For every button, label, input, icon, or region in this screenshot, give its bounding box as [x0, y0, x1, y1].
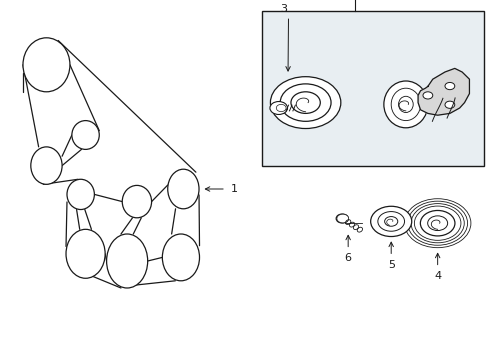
Text: 3: 3: [280, 4, 286, 14]
Circle shape: [280, 84, 330, 121]
Ellipse shape: [72, 121, 99, 149]
Circle shape: [270, 77, 340, 129]
Ellipse shape: [122, 185, 151, 218]
Circle shape: [384, 217, 397, 226]
Circle shape: [269, 102, 287, 114]
Circle shape: [370, 206, 411, 237]
Ellipse shape: [383, 81, 427, 128]
Circle shape: [444, 101, 454, 108]
Circle shape: [407, 201, 467, 245]
Circle shape: [410, 204, 463, 243]
Circle shape: [444, 82, 454, 90]
Text: 1: 1: [230, 184, 237, 194]
Bar: [261, 11, 483, 166]
Ellipse shape: [106, 234, 147, 288]
Circle shape: [404, 199, 470, 248]
Circle shape: [422, 92, 432, 99]
Ellipse shape: [67, 179, 94, 210]
Ellipse shape: [162, 234, 199, 281]
Polygon shape: [417, 68, 468, 115]
Circle shape: [336, 214, 348, 223]
Text: 4: 4: [433, 271, 440, 281]
Circle shape: [413, 206, 460, 240]
Ellipse shape: [23, 38, 70, 92]
Ellipse shape: [398, 96, 412, 112]
Circle shape: [420, 211, 454, 236]
Ellipse shape: [167, 169, 199, 209]
Circle shape: [276, 104, 285, 112]
Ellipse shape: [390, 88, 420, 121]
Circle shape: [377, 212, 404, 231]
Ellipse shape: [336, 214, 347, 223]
Ellipse shape: [31, 147, 62, 184]
Circle shape: [290, 92, 320, 113]
Text: 5: 5: [387, 260, 394, 270]
Circle shape: [427, 216, 447, 230]
Ellipse shape: [66, 229, 105, 278]
Text: 6: 6: [344, 253, 351, 263]
